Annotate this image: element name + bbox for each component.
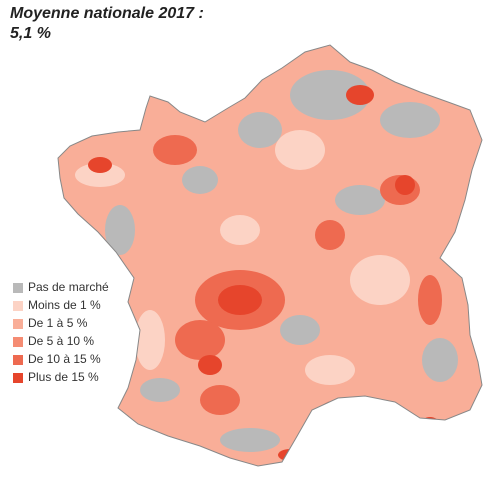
legend-swatch bbox=[13, 301, 23, 311]
legend: Pas de marché Moins de 1 % De 1 à 5 % De 5 … bbox=[13, 280, 109, 384]
legend-label: Moins de 1 % bbox=[28, 298, 101, 312]
legend-label: Pas de marché bbox=[28, 280, 109, 294]
legend-label: De 5 à 10 % bbox=[28, 334, 94, 348]
legend-swatch bbox=[13, 373, 23, 383]
title-line: Moyenne nationale 2017 : bbox=[10, 5, 204, 22]
legend-label: De 1 à 5 % bbox=[28, 316, 88, 330]
legend-label: Plus de 15 % bbox=[28, 370, 99, 384]
legend-swatch bbox=[13, 283, 23, 293]
low-areas bbox=[75, 130, 410, 385]
title-line: 5,1 % bbox=[10, 25, 51, 42]
legend-swatch bbox=[13, 355, 23, 365]
legend-swatch bbox=[13, 319, 23, 329]
legend-label: De 10 à 15 % bbox=[28, 352, 101, 366]
no-market-areas bbox=[105, 70, 458, 452]
legend-swatch bbox=[13, 337, 23, 347]
